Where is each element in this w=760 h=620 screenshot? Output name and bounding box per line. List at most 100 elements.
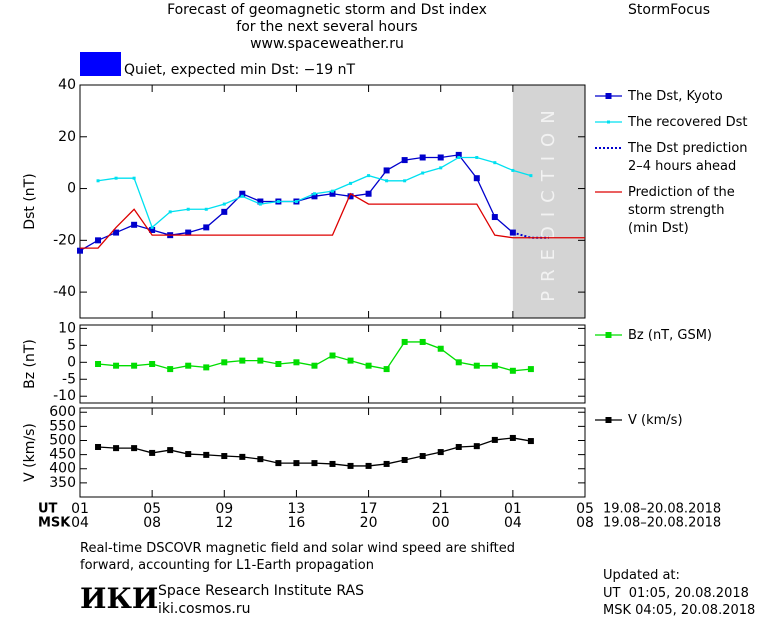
- y-tick-label: 500: [49, 432, 76, 448]
- data-point: [203, 364, 210, 371]
- data-point: [293, 460, 300, 467]
- data-point: [203, 224, 210, 231]
- data-point: [419, 338, 426, 345]
- x2-tick-label: 20: [360, 515, 378, 531]
- logo: ИКИ: [80, 582, 159, 615]
- x2-tick-label: 08: [576, 515, 594, 531]
- status-indicator: [80, 52, 121, 76]
- data-point: [527, 438, 534, 445]
- legend-label: Bz (nT, GSM): [628, 328, 713, 343]
- data-point: [455, 359, 462, 366]
- x2-axis-label: MSK: [38, 516, 71, 531]
- data-point: [131, 221, 138, 228]
- legend-label: The recovered Dst: [628, 115, 748, 130]
- data-point: [294, 200, 298, 203]
- data-point: [113, 445, 120, 452]
- institute: Space Research Institute RAS: [158, 583, 364, 599]
- data-point: [185, 229, 192, 236]
- y-axis-label: Dst (nT): [22, 173, 38, 229]
- plot-frame: [79, 324, 586, 404]
- y-tick-label: 450: [49, 447, 76, 463]
- data-point: [239, 453, 246, 460]
- legend-marker: [605, 332, 612, 338]
- data-point: [401, 338, 408, 345]
- data-point: [347, 193, 354, 200]
- data-point: [96, 179, 100, 183]
- y-tick-label: 350: [49, 475, 76, 491]
- y-tick-label: -40: [53, 284, 76, 300]
- data-point: [113, 229, 120, 236]
- data-point: [149, 361, 156, 367]
- data-point: [311, 460, 318, 467]
- data-point: [186, 207, 190, 211]
- data-point: [275, 460, 282, 467]
- data-point: [527, 366, 534, 373]
- data-point: [276, 200, 280, 203]
- data-point: [239, 190, 246, 197]
- y-tick-label: 0: [67, 354, 76, 370]
- data-point: [257, 198, 264, 205]
- data-point: [437, 449, 444, 456]
- y-tick-label: 600: [49, 404, 76, 420]
- data-point: [329, 190, 336, 197]
- data-point: [439, 166, 443, 170]
- data-point: [168, 210, 172, 214]
- data-point: [529, 174, 533, 178]
- data-point: [383, 366, 390, 373]
- footer-note: Real-time DSCOVR magnetic field and sola…: [80, 541, 516, 573]
- y-tick-label: -10: [53, 388, 76, 404]
- status: Quiet, expected min Dst: −19 nT: [124, 62, 356, 78]
- data-point: [149, 449, 156, 456]
- legend-marker: [607, 120, 610, 124]
- x2-tick-label: 04: [504, 515, 522, 531]
- data-point: [401, 157, 408, 164]
- data-point: [329, 460, 336, 467]
- x-tick-label: 13: [288, 501, 306, 517]
- x2-range-label: 19.08–20.08.2018: [603, 516, 721, 531]
- data-point: [365, 462, 372, 469]
- prediction-label: PREDICTION: [538, 101, 559, 301]
- data-point: [367, 174, 371, 178]
- legend-label: V (km/s): [628, 413, 683, 428]
- data-point: [95, 361, 102, 367]
- data-point: [185, 362, 192, 369]
- data-point: [509, 434, 516, 441]
- data-point: [475, 155, 479, 159]
- updated-ut: UT 01:05, 20.08.2018: [603, 586, 749, 601]
- data-point: [95, 443, 102, 450]
- x-tick-label: 17: [360, 501, 378, 517]
- data-point: [257, 357, 264, 364]
- data-point: [221, 453, 228, 460]
- y-tick-label: 550: [49, 418, 76, 434]
- data-point: [455, 443, 462, 450]
- legend-label: The Dst, Kyoto: [628, 89, 723, 104]
- x-tick-label: 05: [576, 501, 594, 517]
- data-point: [383, 167, 390, 174]
- title: Forecast of geomagnetic storm and Dst in…: [167, 2, 487, 52]
- data-point: [401, 456, 408, 463]
- data-point: [239, 357, 246, 364]
- y-tick-label: 5: [67, 337, 76, 353]
- data-point: [203, 451, 210, 458]
- x-range-label: 19.08–20.08.2018: [603, 502, 721, 517]
- x-tick-label: 05: [143, 501, 161, 517]
- plot-frame: [79, 84, 586, 319]
- brand: StormFocus: [628, 2, 711, 18]
- y-tick-label: 0: [67, 181, 76, 197]
- data-point: [131, 362, 138, 369]
- prediction-shade: [512, 85, 585, 318]
- data-point: [347, 357, 354, 364]
- data-point: [185, 451, 192, 458]
- data-point: [257, 456, 264, 463]
- x-tick-label: 01: [504, 501, 522, 517]
- data-point: [457, 155, 461, 159]
- data-point: [365, 362, 372, 369]
- x-axis-label: UT: [38, 502, 58, 517]
- y-axis-label: V (km/s): [22, 423, 38, 482]
- data-point: [167, 366, 174, 373]
- data-point: [511, 168, 515, 172]
- x2-tick-label: 04: [71, 515, 89, 531]
- data-point: [113, 362, 120, 369]
- data-point: [491, 362, 498, 369]
